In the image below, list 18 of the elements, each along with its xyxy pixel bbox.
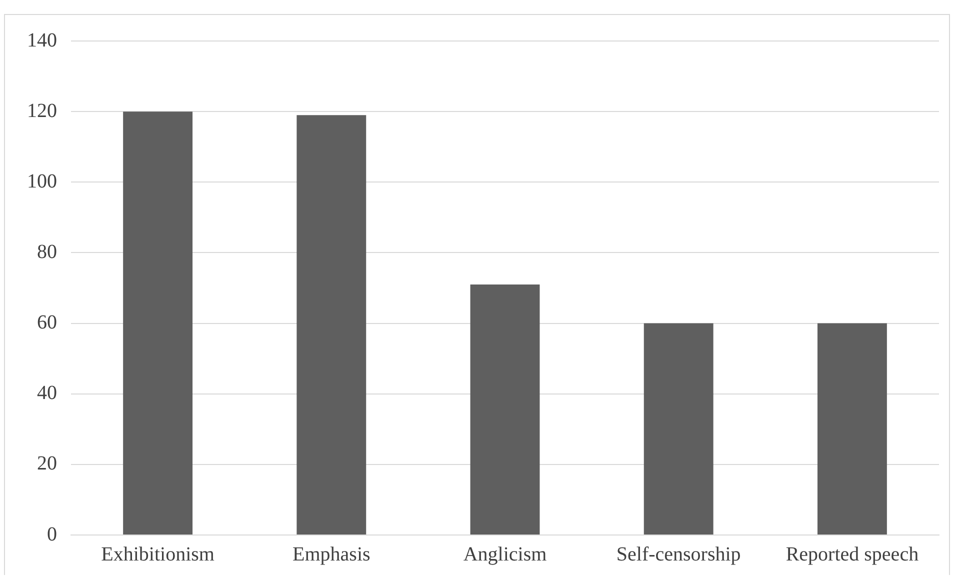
bar: [470, 284, 540, 534]
y-tick-label: 140: [27, 29, 57, 52]
y-tick-label: 40: [37, 382, 57, 404]
y-tick-label: 100: [27, 170, 57, 192]
bar: [123, 112, 193, 534]
x-tick-label: Emphasis: [292, 543, 370, 566]
y-tick-label: 20: [37, 452, 57, 475]
y-tick-label: 60: [37, 312, 57, 334]
x-tick-label: Self-censorship: [616, 543, 741, 566]
y-tick-label: 0: [47, 523, 57, 546]
x-tick-label: Reported speech: [786, 543, 919, 566]
x-tick-label: Anglicism: [463, 543, 548, 566]
bar: [644, 323, 714, 534]
y-tick-label: 120: [27, 100, 57, 122]
bar: [296, 115, 366, 534]
bar: [817, 323, 887, 534]
x-tick-label: Exhibitionism: [101, 543, 215, 566]
y-tick-label: 80: [37, 240, 57, 263]
